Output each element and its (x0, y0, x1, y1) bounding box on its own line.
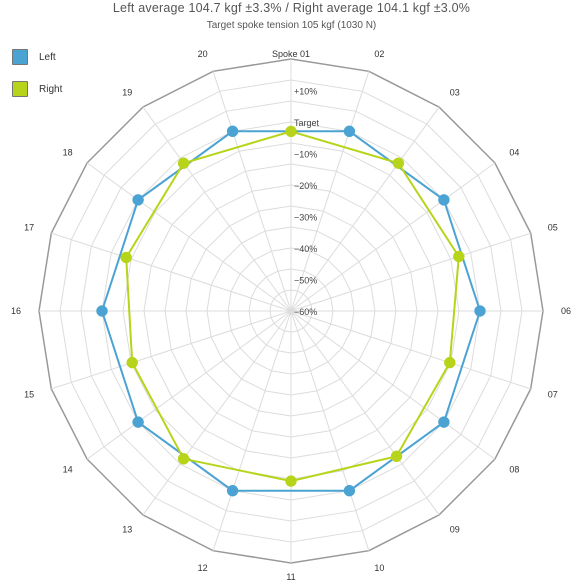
series-point-left[interactable] (343, 125, 356, 138)
category-label: 19 (122, 88, 132, 98)
grid-spoke (142, 106, 292, 312)
series-point-left[interactable] (343, 484, 356, 497)
category-label: 13 (122, 524, 132, 534)
legend-label-right: Right (39, 83, 63, 95)
radial-tick-label: −20% (294, 181, 317, 191)
category-label: 03 (450, 88, 460, 98)
category-label: 12 (198, 563, 208, 573)
category-label: 10 (374, 563, 384, 573)
category-label: 11 (286, 572, 295, 582)
grid-spoke (290, 71, 370, 312)
category-label: 05 (548, 223, 558, 233)
series-point-right[interactable] (285, 125, 297, 138)
grid-spoke (290, 310, 531, 390)
series-point-right[interactable] (126, 356, 138, 369)
grid-spoke (290, 310, 370, 551)
grid-spoke (290, 162, 496, 312)
category-label: 02 (374, 49, 384, 59)
series-point-left[interactable] (226, 484, 239, 497)
radial-tick-label: −50% (294, 276, 317, 286)
series-point-left[interactable] (226, 125, 239, 138)
chart-title: Left average 104.7 kgf ±3.3% / Right ave… (112, 1, 471, 15)
category-label: 14 (63, 465, 73, 475)
category-label: 09 (450, 524, 460, 534)
chart-subtitle: Target spoke tension 105 kgf (1030 N) (206, 20, 377, 31)
series-point-left[interactable] (96, 305, 108, 317)
legend-swatch-right (12, 81, 28, 97)
category-label: 18 (63, 147, 73, 157)
legend-label-left: Left (39, 51, 56, 63)
grid-spoke (51, 232, 292, 312)
series-point-left[interactable] (132, 194, 144, 206)
category-label: 20 (198, 49, 208, 59)
category-label: 08 (509, 465, 519, 475)
series-point-right[interactable] (285, 475, 297, 487)
radial-tick-label: −10% (294, 150, 317, 160)
grid-spoke (86, 310, 292, 460)
grid-spoke (290, 106, 440, 312)
series-point-left[interactable] (132, 416, 144, 428)
grid-spoke (142, 310, 292, 516)
grid-spoke (51, 310, 292, 390)
category-label: Spoke 01 (272, 49, 310, 59)
grid-spoke (86, 162, 292, 312)
grid-spoke (290, 310, 440, 516)
series-point-right[interactable] (453, 250, 465, 263)
category-label: 16 (11, 306, 21, 316)
radial-tick-label: −30% (294, 213, 317, 223)
grid-spoke (212, 310, 292, 551)
legend-item-left[interactable]: Left (12, 48, 56, 66)
legend-item-right[interactable]: Right (12, 80, 62, 98)
series-point-right[interactable] (120, 251, 132, 264)
series-point-right[interactable] (177, 157, 190, 169)
radial-tick-label: +10% (294, 87, 317, 97)
category-label: 04 (509, 147, 519, 157)
series-point-right[interactable] (444, 356, 456, 369)
series-point-right[interactable] (390, 450, 403, 463)
label-layer: Spoke 01 02 03 04 05 06 07 08 09 10 11 12 13 14 15 16 17… (11, 49, 571, 582)
series-point-right[interactable] (177, 453, 190, 465)
category-label: 15 (24, 389, 34, 399)
radial-tick-label: −40% (294, 244, 317, 254)
grid-spoke (290, 232, 531, 312)
series-point-left[interactable] (474, 305, 486, 317)
radial-tick-label: −60% (294, 307, 317, 317)
category-label: 17 (24, 223, 34, 233)
legend-swatch-left (12, 49, 28, 65)
grid-spoke (290, 310, 496, 460)
category-label: 06 (561, 306, 571, 316)
series-point-left[interactable] (438, 194, 450, 206)
grid-layer (38, 58, 544, 564)
series-point-left[interactable] (438, 416, 450, 428)
series-layer (96, 125, 486, 497)
series-point-right[interactable] (392, 157, 405, 169)
category-label: 07 (548, 389, 558, 399)
radial-tick-label: Target (294, 118, 320, 128)
grid-spoke (212, 71, 292, 312)
